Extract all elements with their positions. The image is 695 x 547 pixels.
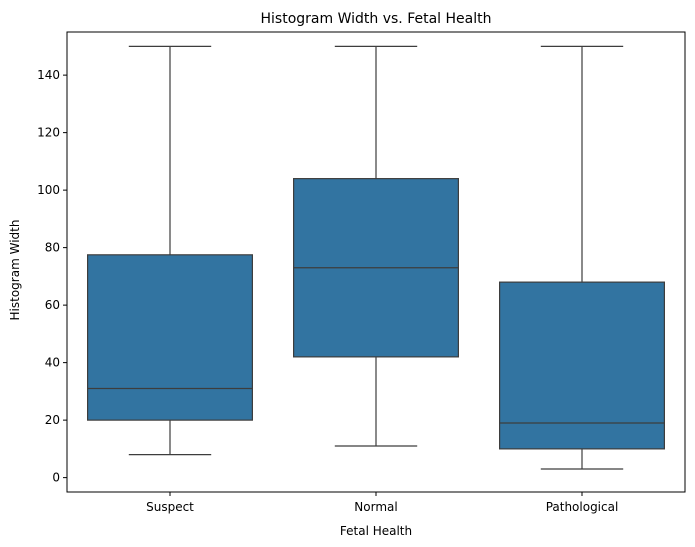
y-tick-label: 100	[37, 183, 60, 197]
x-axis-label: Fetal Health	[340, 524, 412, 538]
y-tick-label: 20	[45, 413, 60, 427]
chart-title: Histogram Width vs. Fetal Health	[261, 11, 492, 27]
y-axis: 0 20 40 60 80 100 120 140	[37, 68, 67, 485]
x-tick-label: Normal	[354, 500, 397, 514]
box-iqr	[499, 281, 666, 450]
y-tick-label: 80	[45, 241, 60, 255]
box-group	[86, 45, 666, 470]
y-tick-label: 0	[52, 471, 60, 485]
y-tick-label: 140	[37, 68, 60, 82]
x-axis: Suspect Normal Pathological	[146, 492, 618, 514]
plot-area	[66, 31, 686, 493]
x-tick-label: Pathological	[546, 500, 619, 514]
x-tick-label: Suspect	[146, 500, 194, 514]
y-tick-label: 120	[37, 126, 60, 140]
y-tick-label: 40	[45, 356, 60, 370]
y-tick-label: 60	[45, 298, 60, 312]
box-iqr	[86, 254, 254, 421]
y-axis-label: Histogram Width	[8, 220, 22, 321]
